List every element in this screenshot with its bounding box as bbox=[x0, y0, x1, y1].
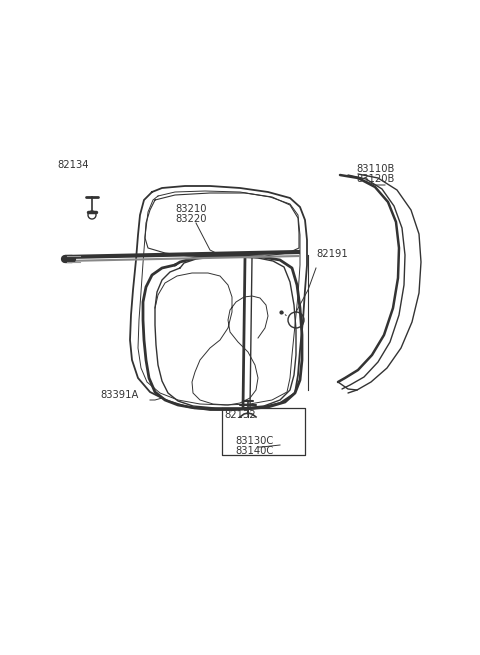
Text: 82191: 82191 bbox=[316, 249, 348, 259]
Text: 83120B: 83120B bbox=[356, 174, 395, 184]
Text: 83140C: 83140C bbox=[235, 446, 273, 456]
Text: 83220: 83220 bbox=[175, 214, 206, 224]
Text: 82132: 82132 bbox=[224, 410, 256, 420]
Text: 83210: 83210 bbox=[175, 204, 206, 214]
Text: 83110B: 83110B bbox=[356, 164, 395, 174]
Text: 83391A: 83391A bbox=[100, 390, 138, 400]
Text: 83130C: 83130C bbox=[235, 436, 273, 446]
Text: 82134: 82134 bbox=[57, 160, 88, 170]
